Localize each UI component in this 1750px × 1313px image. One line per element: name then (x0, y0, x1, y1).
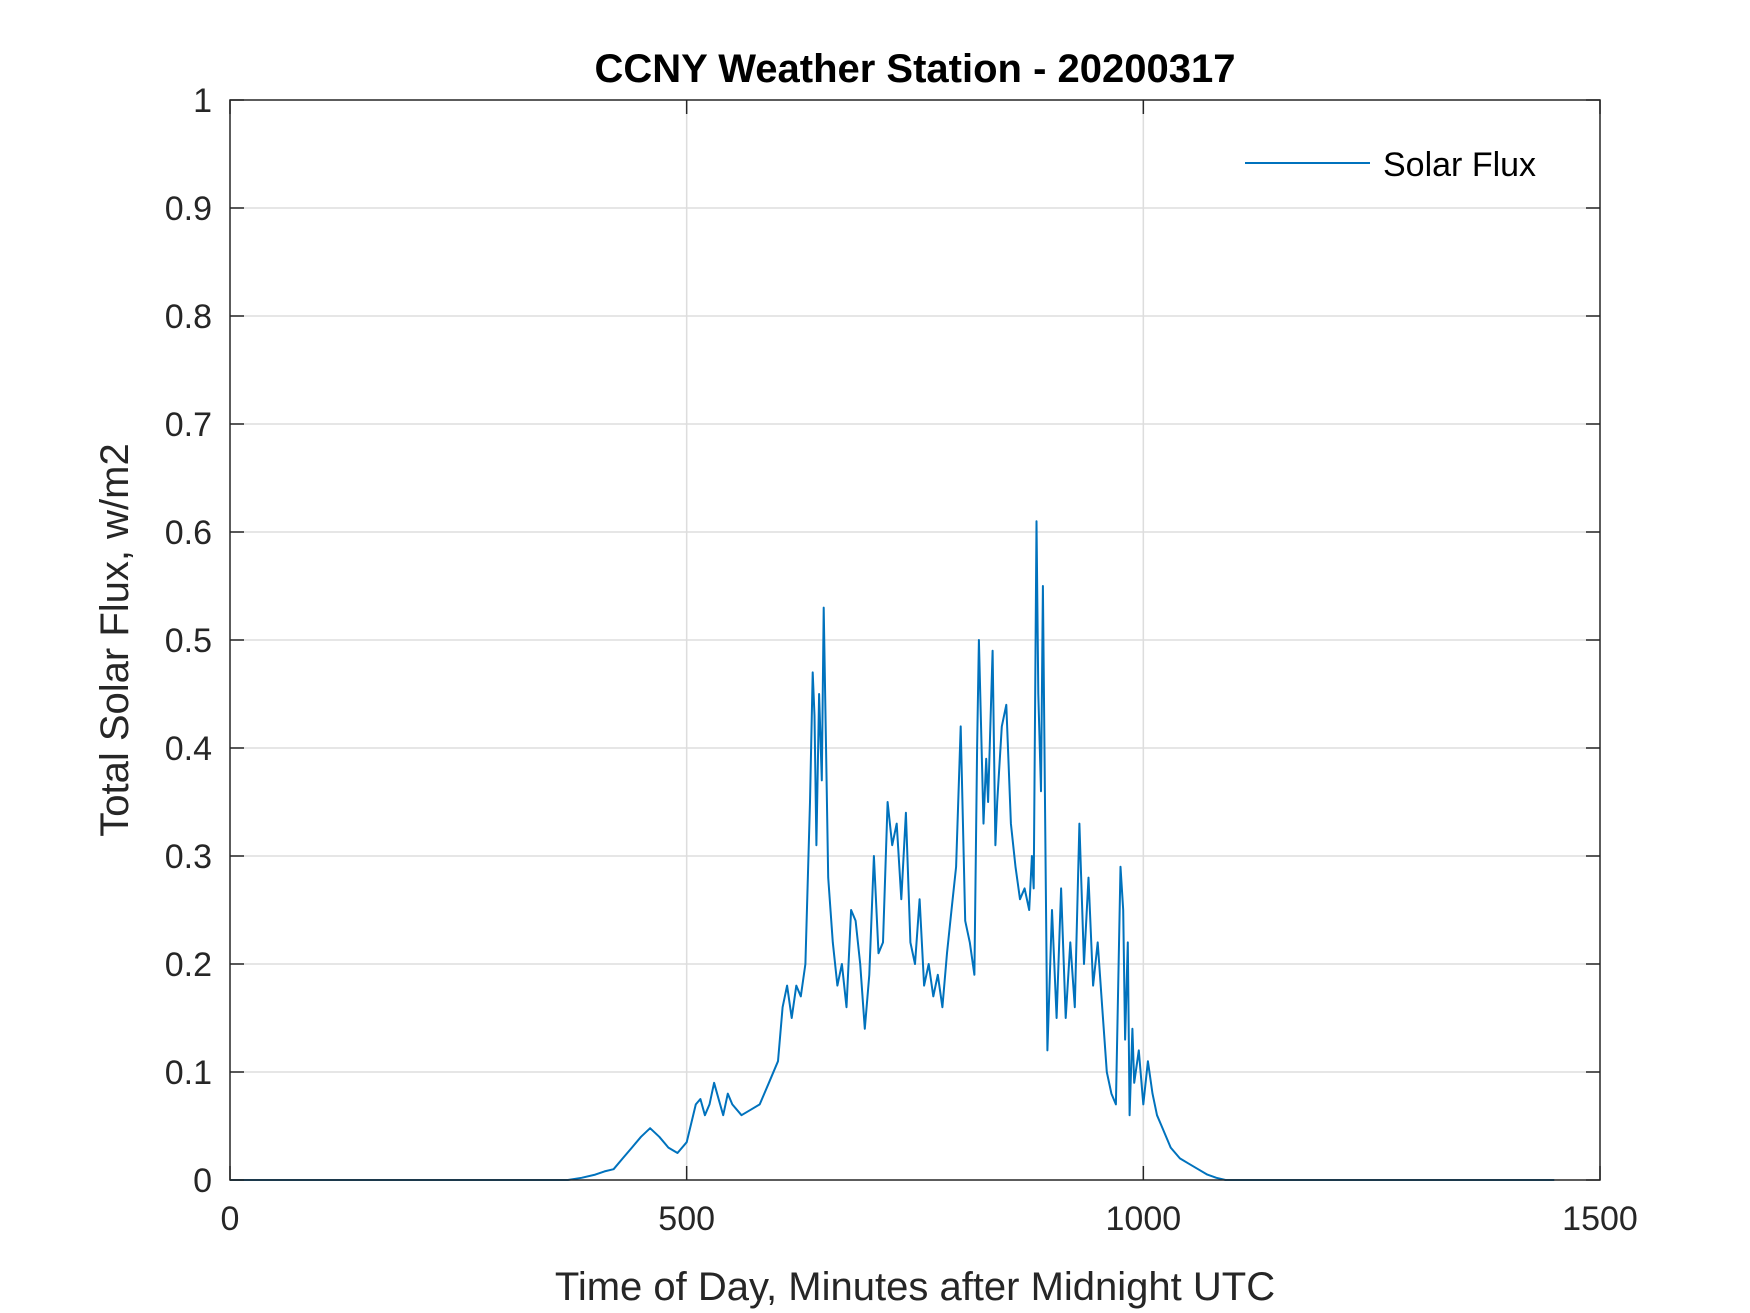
y-axis-label: Total Solar Flux, w/m2 (93, 443, 137, 836)
y-tick-label: 0.1 (165, 1054, 212, 1092)
x-tick-label: 1500 (1562, 1200, 1638, 1238)
y-tick-label: 0.8 (165, 298, 212, 336)
x-tick-label: 1000 (1106, 1200, 1182, 1238)
legend-label: Solar Flux (1383, 146, 1536, 184)
tick-layer: 0 0.1 0.2 0.3 0.4 0.5 0.6 0.7 0.8 0.9 1 0 500 1000 150… (165, 82, 1638, 1238)
legend-box (1230, 138, 1575, 198)
y-tick-label: 0.4 (165, 730, 212, 768)
y-tick-label: 1 (193, 82, 212, 120)
chart-title: CCNY Weather Station - 20200317 (595, 47, 1236, 91)
y-tick-label: 0.7 (165, 406, 212, 444)
x-axis-label: Time of Day, Minutes after Midnight UTC (555, 1265, 1275, 1309)
series-layer (230, 520, 1555, 1181)
y-tick-label: 0.5 (165, 622, 212, 660)
series-line-solar-flux (230, 520, 1555, 1181)
y-tick-label: 0.9 (165, 190, 212, 228)
grid-layer (230, 100, 1600, 1180)
x-tick-label: 0 (221, 1200, 240, 1238)
y-tick-label: 0.3 (165, 838, 212, 876)
y-tick-label: 0 (193, 1162, 212, 1200)
legend: Solar Flux (1230, 138, 1575, 198)
x-tick-label: 500 (658, 1200, 715, 1238)
y-tick-label: 0.2 (165, 946, 212, 984)
y-tick-label: 0.6 (165, 514, 212, 552)
